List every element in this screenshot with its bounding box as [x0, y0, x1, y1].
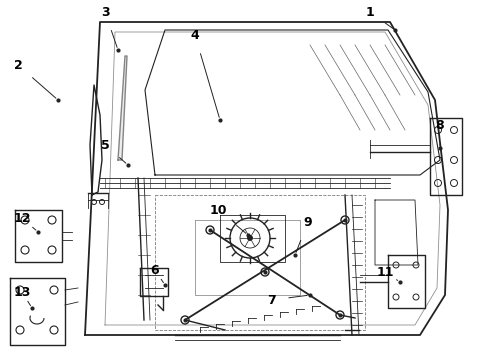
Text: 1: 1: [366, 5, 393, 28]
Text: 7: 7: [268, 293, 307, 306]
Text: 3: 3: [100, 5, 117, 48]
Text: 10: 10: [209, 203, 246, 233]
Text: 2: 2: [14, 59, 56, 98]
Text: 12: 12: [13, 212, 36, 230]
Text: 13: 13: [13, 285, 31, 306]
Text: 4: 4: [191, 28, 219, 117]
Text: 11: 11: [376, 266, 398, 280]
Text: 6: 6: [151, 264, 164, 283]
Text: 5: 5: [100, 139, 126, 163]
Text: 9: 9: [296, 216, 312, 252]
Text: 8: 8: [436, 118, 444, 145]
Polygon shape: [118, 56, 127, 160]
Circle shape: [247, 235, 253, 241]
